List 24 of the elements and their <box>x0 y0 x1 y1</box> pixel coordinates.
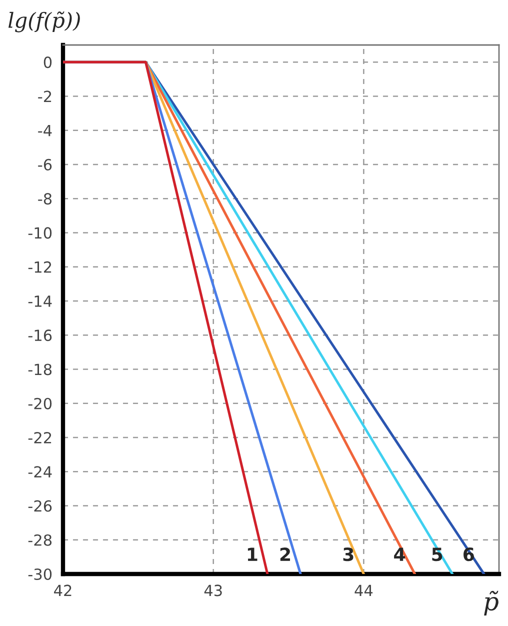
x-tick-label: 43 <box>204 584 222 596</box>
y-tick-label: -22 <box>28 432 52 444</box>
x-axis-title: p̃ <box>484 590 498 616</box>
y-tick-label: -10 <box>28 227 52 239</box>
series-label: 2 <box>280 548 290 561</box>
y-tick-label: -8 <box>38 193 52 205</box>
y-tick-label: -26 <box>28 500 52 512</box>
series-label: 3 <box>343 548 354 562</box>
x-tick-label: 44 <box>354 584 373 596</box>
y-tick-label: -28 <box>28 534 52 546</box>
y-tick-label: -30 <box>28 568 52 580</box>
y-tick-label: -16 <box>28 330 52 342</box>
y-axis-title: lg(f(p̃)) <box>8 12 80 32</box>
y-tick-label: -14 <box>28 296 52 307</box>
x-tick-label: 42 <box>54 584 72 596</box>
y-tick-label: -2 <box>38 90 52 102</box>
y-tick-label: -4 <box>38 124 52 136</box>
y-tick-label: -24 <box>28 466 52 478</box>
y-tick-label: -20 <box>28 398 52 410</box>
y-tick-label: -12 <box>28 261 52 273</box>
y-tick-label: -18 <box>28 364 52 376</box>
y-tick-label: 0 <box>44 56 52 68</box>
y-tick-label: -6 <box>38 158 52 170</box>
series-label: 1 <box>248 548 258 561</box>
